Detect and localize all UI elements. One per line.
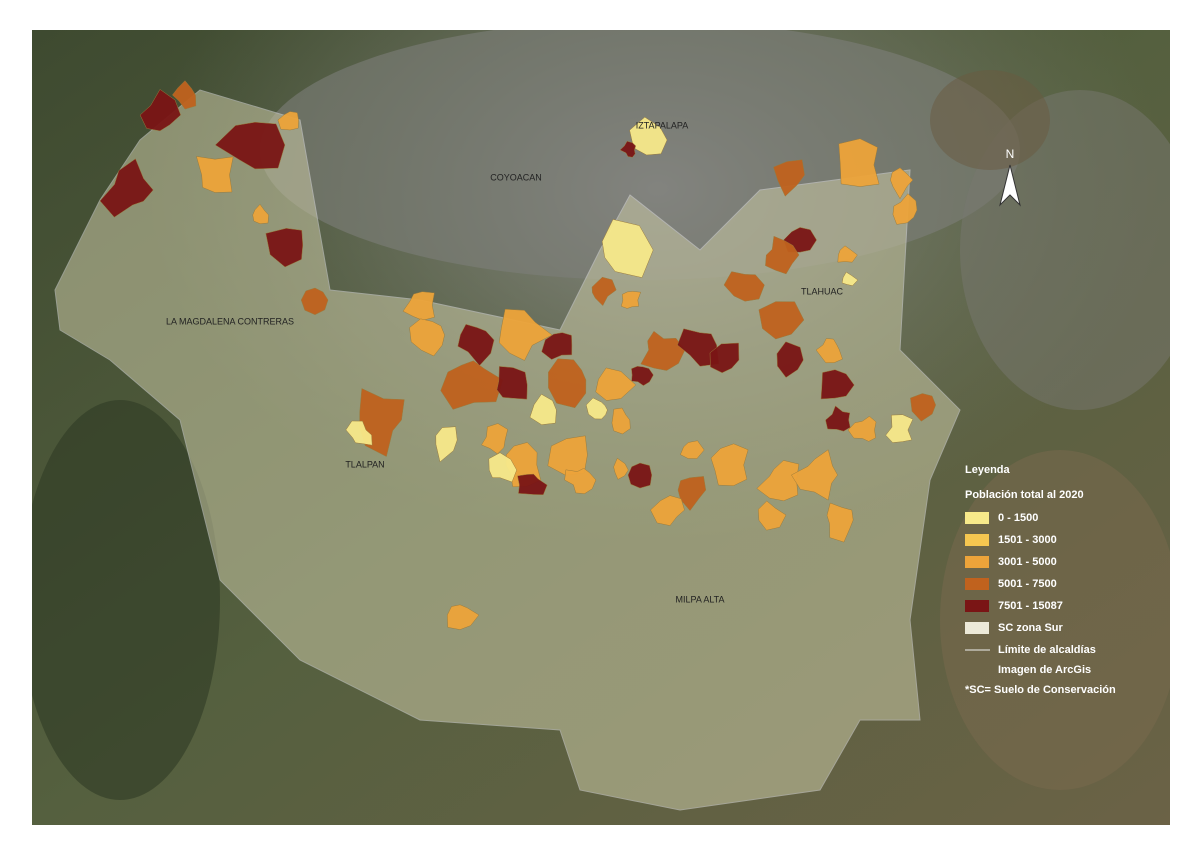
legend-label: 1501 - 3000 — [998, 534, 1057, 546]
patch — [825, 405, 851, 432]
patch — [172, 80, 197, 110]
patch — [773, 159, 805, 197]
patch — [541, 332, 573, 360]
patch — [709, 342, 740, 374]
patch — [815, 338, 843, 364]
legend-note: Imagen de ArcGis — [998, 664, 1091, 676]
legend-swatch — [965, 534, 989, 546]
legend-label: 0 - 1500 — [998, 512, 1038, 524]
patch — [277, 111, 299, 131]
legend-swatch — [965, 578, 989, 590]
patch — [677, 476, 707, 512]
legend-swatch — [965, 556, 989, 568]
patch — [300, 287, 329, 315]
place-labels: LA MAGDALENA CONTRERAS TLALPAN MILPA ALTA T… — [166, 120, 844, 604]
patch — [447, 604, 480, 630]
patch — [820, 369, 855, 400]
patch — [629, 116, 668, 156]
patch — [621, 291, 642, 309]
patch — [631, 366, 654, 386]
patch — [765, 235, 800, 275]
patch — [758, 301, 805, 340]
legend: Leyenda Población total al 2020 0 - 1500 15… — [965, 464, 1116, 696]
patch — [892, 193, 918, 225]
patch — [139, 89, 181, 132]
patch — [613, 457, 629, 480]
legend-label: SC zona Sur — [998, 622, 1064, 634]
patch — [837, 245, 858, 263]
legend-label: 3001 - 5000 — [998, 556, 1057, 568]
place-label: MILPA ALTA — [675, 594, 724, 604]
patch — [791, 449, 838, 501]
patch — [214, 121, 286, 170]
patch — [402, 291, 435, 321]
patch — [585, 397, 608, 420]
patch — [710, 443, 749, 486]
patch — [758, 500, 787, 531]
legend-note: *SC= Suelo de Conservación — [965, 684, 1116, 696]
patch — [591, 276, 617, 307]
patch — [601, 219, 654, 278]
patch — [619, 140, 636, 158]
patch — [548, 358, 587, 409]
legend-swatch — [965, 622, 989, 634]
legend-subtitle: Población total al 2020 — [965, 489, 1084, 501]
legend-swatch — [965, 512, 989, 524]
patch — [488, 452, 517, 483]
patch — [409, 318, 445, 357]
place-label: TLAHUAC — [801, 286, 844, 296]
legend-label: 7501 - 15087 — [998, 600, 1063, 612]
conservation-zone — [54, 89, 961, 811]
patch — [756, 460, 800, 502]
patch — [885, 414, 914, 443]
patch — [265, 228, 304, 268]
legend-note: Límite de alcaldías — [998, 644, 1096, 656]
patch — [345, 420, 373, 446]
place-label: LA MAGDALENA CONTRERAS — [166, 316, 294, 326]
patch — [841, 271, 859, 286]
patch — [517, 473, 548, 495]
patch — [481, 423, 508, 455]
patch — [99, 158, 154, 218]
north-label: N — [1006, 147, 1015, 161]
patch — [435, 426, 458, 463]
patch — [723, 271, 765, 302]
patch — [457, 324, 495, 366]
place-label: IZTAPALAPA — [636, 120, 689, 130]
patch — [776, 341, 804, 378]
patch — [650, 495, 685, 526]
patch — [611, 407, 631, 435]
patch — [564, 468, 597, 494]
patches — [99, 80, 936, 630]
patch — [847, 415, 877, 442]
patch — [440, 360, 504, 410]
patch — [595, 367, 637, 401]
patch — [498, 308, 553, 361]
place-label: TLALPAN — [345, 459, 384, 469]
legend-title: Leyenda — [965, 464, 1011, 476]
patch — [640, 330, 686, 371]
satellite-image: N — [32, 30, 1170, 825]
patch — [627, 462, 653, 489]
legend-swatch — [965, 600, 989, 612]
north-arrow — [999, 164, 1021, 207]
patch — [196, 156, 234, 193]
patch — [680, 440, 705, 459]
patch — [910, 393, 936, 422]
patch — [529, 393, 557, 425]
patch — [890, 167, 914, 200]
patch — [838, 138, 880, 187]
patch — [496, 366, 528, 400]
patch — [826, 502, 854, 543]
place-label: COYOACAN — [490, 172, 542, 182]
patch — [252, 203, 269, 224]
legend-label: 5001 - 7500 — [998, 578, 1057, 590]
